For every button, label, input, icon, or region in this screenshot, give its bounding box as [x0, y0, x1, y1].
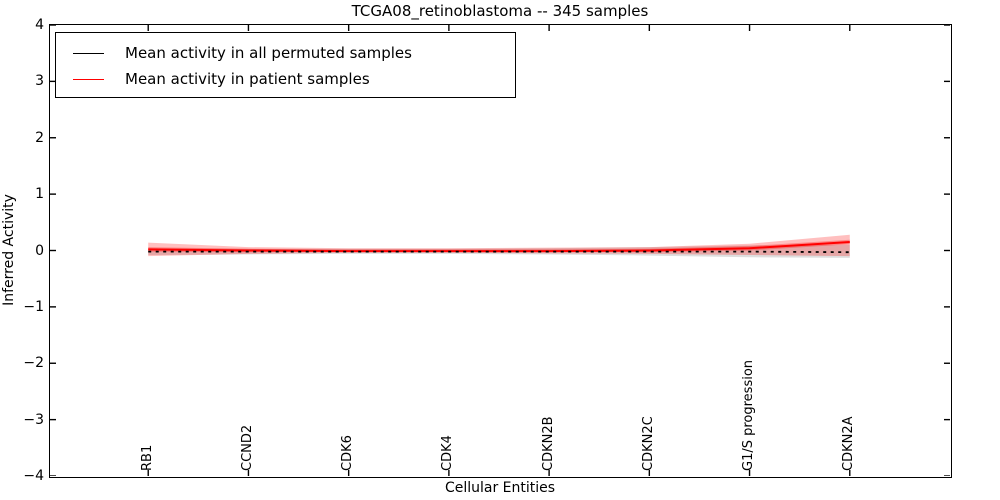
y-tick-label: 3	[35, 73, 44, 90]
x-tick-label: CDKN2A	[841, 415, 857, 471]
x-tick-label: CDK6	[340, 434, 356, 471]
x-tick-label: RB1	[139, 444, 155, 471]
y-tick-label: −2	[23, 355, 44, 372]
y-tick-label: −1	[23, 298, 44, 315]
x-tick-label: CDKN2C	[640, 415, 656, 471]
x-axis-label: Cellular Entities	[444, 480, 556, 496]
legend-label-permuted: Mean activity in all permuted samples	[125, 44, 412, 62]
legend-item-permuted: Mean activity in all permuted samples	[56, 40, 515, 66]
y-tick-label: 1	[35, 186, 44, 203]
legend: Mean activity in all permuted samples Me…	[55, 32, 516, 98]
x-tick-label: G1/S progression	[741, 359, 757, 471]
patient-line-sample	[73, 78, 104, 80]
y-tick-label: 4	[35, 17, 44, 33]
x-tick-label: CDK4	[440, 434, 456, 471]
permuted-line-sample	[73, 52, 104, 54]
patient-std-band	[147, 234, 850, 256]
y-tick-label: −4	[23, 468, 44, 484]
chart-title: TCGA08_retinoblastoma -- 345 samples	[351, 2, 649, 20]
patient-mean-line	[147, 240, 850, 252]
x-tick-label: CCND2	[239, 424, 255, 471]
y-tick-label: −3	[23, 411, 44, 428]
plot-canvas	[49, 24, 950, 476]
y-tick-label: 0	[35, 242, 44, 259]
legend-item-patient: Mean activity in patient samples	[56, 66, 515, 92]
y-tick-label: 2	[35, 129, 44, 146]
legend-label-patient: Mean activity in patient samples	[125, 70, 370, 88]
plot-area: RB1 CCND2 CDK6 CDK4 CDKN2B CDKN2C G1/S progres…	[48, 23, 952, 478]
x-tick-label: CDKN2B	[540, 415, 556, 471]
